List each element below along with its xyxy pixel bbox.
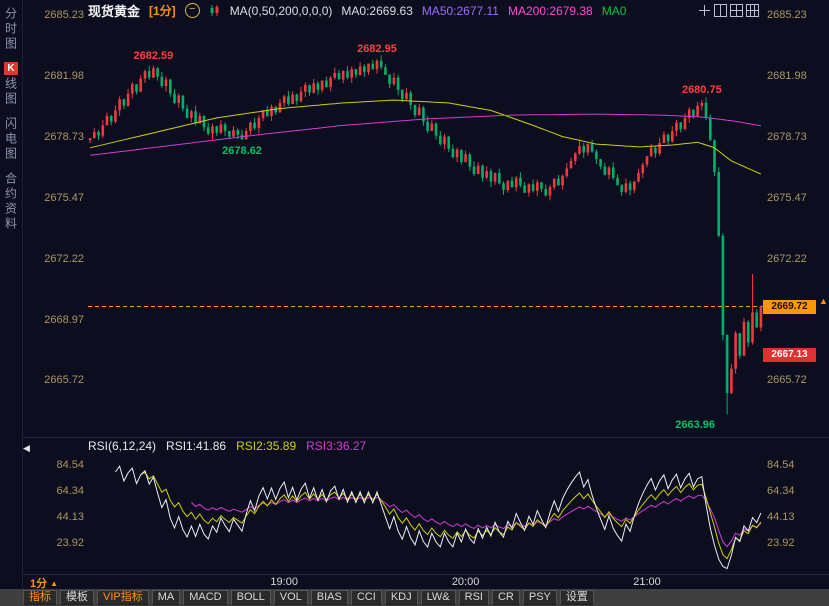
price-annotation: 2678.62: [222, 144, 262, 157]
secondary-price-badge: 2667.13: [763, 347, 816, 362]
toolbar-item-5[interactable]: MACD: [183, 590, 228, 605]
current-price-badge: 2669.72: [763, 299, 816, 314]
toolbar-item-11[interactable]: LW&: [420, 590, 456, 605]
time-axis-divider: [22, 574, 829, 575]
time-label: 20:00: [451, 576, 480, 588]
rsi-tick-left: 44.13: [56, 511, 84, 524]
sidebar-tab-1[interactable]: 分时图: [0, 7, 22, 52]
time-label: 21:00: [633, 576, 661, 588]
sidebar: 分时图 K 线图闪电图合约资料: [0, 0, 23, 589]
interval-badge[interactable]: 1分 ▲: [30, 575, 58, 591]
sidebar-tab-label: 线图: [3, 77, 18, 107]
grid-3x2-icon[interactable]: [746, 4, 759, 17]
panel-resize-divider[interactable]: [22, 437, 829, 438]
price-tick-right: 2681.98: [767, 70, 807, 83]
toolbar-item-10[interactable]: KDJ: [384, 590, 418, 605]
rsi-tick-right: 84.54: [767, 458, 795, 471]
panel-collapse-icon[interactable]: ◀: [23, 443, 30, 453]
sidebar-tab-2[interactable]: K 线图: [0, 62, 22, 107]
interval-tag: [1分]: [149, 4, 176, 18]
ma-extra-readout: MA0: [601, 3, 627, 18]
price-tick-left: 2668.97: [44, 313, 84, 326]
price-annotation: 2680.75: [681, 84, 722, 97]
rsi-tick-left: 64.34: [56, 485, 84, 497]
rsi-chart[interactable]: [22, 446, 829, 575]
rsi-tick-right: 44.13: [767, 511, 795, 524]
chart-layout-icons: [698, 4, 759, 17]
rsi-tick-left: 23.92: [56, 537, 84, 550]
interval-label: 1分: [30, 578, 48, 590]
price-tick-left: 2675.47: [44, 191, 84, 204]
active-tab-badge: K: [4, 62, 18, 75]
toolbar-item-14[interactable]: PSY: [522, 590, 557, 605]
zoom-out-icon[interactable]: −: [184, 3, 200, 18]
rsi-formula: RSI(6,12,24): [88, 439, 157, 453]
price-tick-right: 2678.73: [767, 130, 807, 143]
rsi1-readout: RSI1:41.86: [166, 439, 227, 453]
split-vertical-icon[interactable]: [714, 4, 727, 17]
crosshair-icon[interactable]: [698, 4, 711, 17]
toolbar-item-4[interactable]: MA: [151, 590, 181, 605]
grid-2x2-icon[interactable]: [730, 4, 743, 17]
ma-formula: MA(0,50,200,0,0,0): [229, 3, 333, 18]
symbol-name: 现货黄金: [88, 4, 141, 19]
price-tick-right: 2665.72: [767, 374, 807, 387]
toolbar-item-9[interactable]: CCI: [350, 590, 382, 605]
toolbar-item-2[interactable]: 模板: [60, 590, 94, 605]
sidebar-tab-label: 闪电图: [3, 117, 18, 162]
ma0-readout: MA0:2669.63: [341, 3, 413, 18]
sidebar-tab-label: 合约资料: [3, 172, 18, 232]
caret-up-icon: ▲: [50, 578, 59, 588]
toolbar-item-1[interactable]: 指标: [23, 590, 57, 605]
price-tick-left: 2685.23: [44, 9, 84, 22]
rsi-tick-right: 64.34: [767, 485, 795, 497]
chart-panel[interactable]: 现货黄金 [1分] − MA(0,50,200,0,0,0) MA0:2669.…: [22, 0, 829, 591]
toolbar-item-15[interactable]: 设置: [559, 590, 594, 605]
price-tick-left: 2681.98: [44, 70, 84, 83]
rsi-header: RSI(6,12,24) RSI1:41.86 RSI2:35.89 RSI3:…: [88, 439, 366, 453]
scroll-to-price-arrow-icon[interactable]: ▲: [819, 295, 828, 306]
rsi-tick-right: 23.92: [767, 537, 795, 550]
toolbar-item-8[interactable]: BIAS: [310, 590, 348, 605]
price-tick-left: 2665.72: [44, 374, 84, 387]
price-tick-right: 2675.47: [767, 191, 807, 204]
toolbar-item-3[interactable]: VIP指标: [97, 590, 149, 605]
rsi-tick-left: 84.54: [56, 458, 84, 471]
price-tick-right: 2672.22: [767, 252, 807, 265]
toolbar-item-12[interactable]: RSI: [458, 590, 489, 605]
sidebar-tab-3[interactable]: 闪电图: [0, 117, 22, 162]
price-tick-left: 2678.73: [44, 130, 84, 143]
kline-icon: [209, 4, 221, 17]
time-label: 19:00: [270, 576, 298, 588]
toolbar-item-13[interactable]: CR: [491, 590, 520, 605]
chart-header: 现货黄金 [1分] − MA(0,50,200,0,0,0) MA0:2669.…: [88, 3, 627, 19]
sidebar-tab-label: 分时图: [3, 7, 18, 52]
toolbar-item-7[interactable]: VOL: [273, 590, 308, 605]
rsi2-readout: RSI2:35.89: [236, 439, 297, 453]
price-annotation: 2663.96: [675, 419, 716, 432]
price-tick-right: 2685.23: [767, 9, 807, 22]
rsi3-readout: RSI3:36.27: [306, 439, 367, 453]
ma50-readout: MA50:2677.11: [421, 3, 499, 18]
ma200-readout: MA200:2679.38: [507, 3, 593, 18]
price-tick-left: 2672.22: [44, 252, 84, 265]
sidebar-tab-4[interactable]: 合约资料: [0, 172, 22, 232]
bottom-toolbar: 指标 模板 VIP指标 MA MACD BOLL VOL BIAS CCI KDJ LW& RSI CR…: [0, 589, 829, 606]
toolbar-item-6[interactable]: BOLL: [230, 590, 271, 605]
candlestick-chart[interactable]: [22, 0, 829, 436]
price-annotation: 2682.95: [357, 42, 397, 55]
price-annotation: 2682.59: [133, 49, 174, 62]
